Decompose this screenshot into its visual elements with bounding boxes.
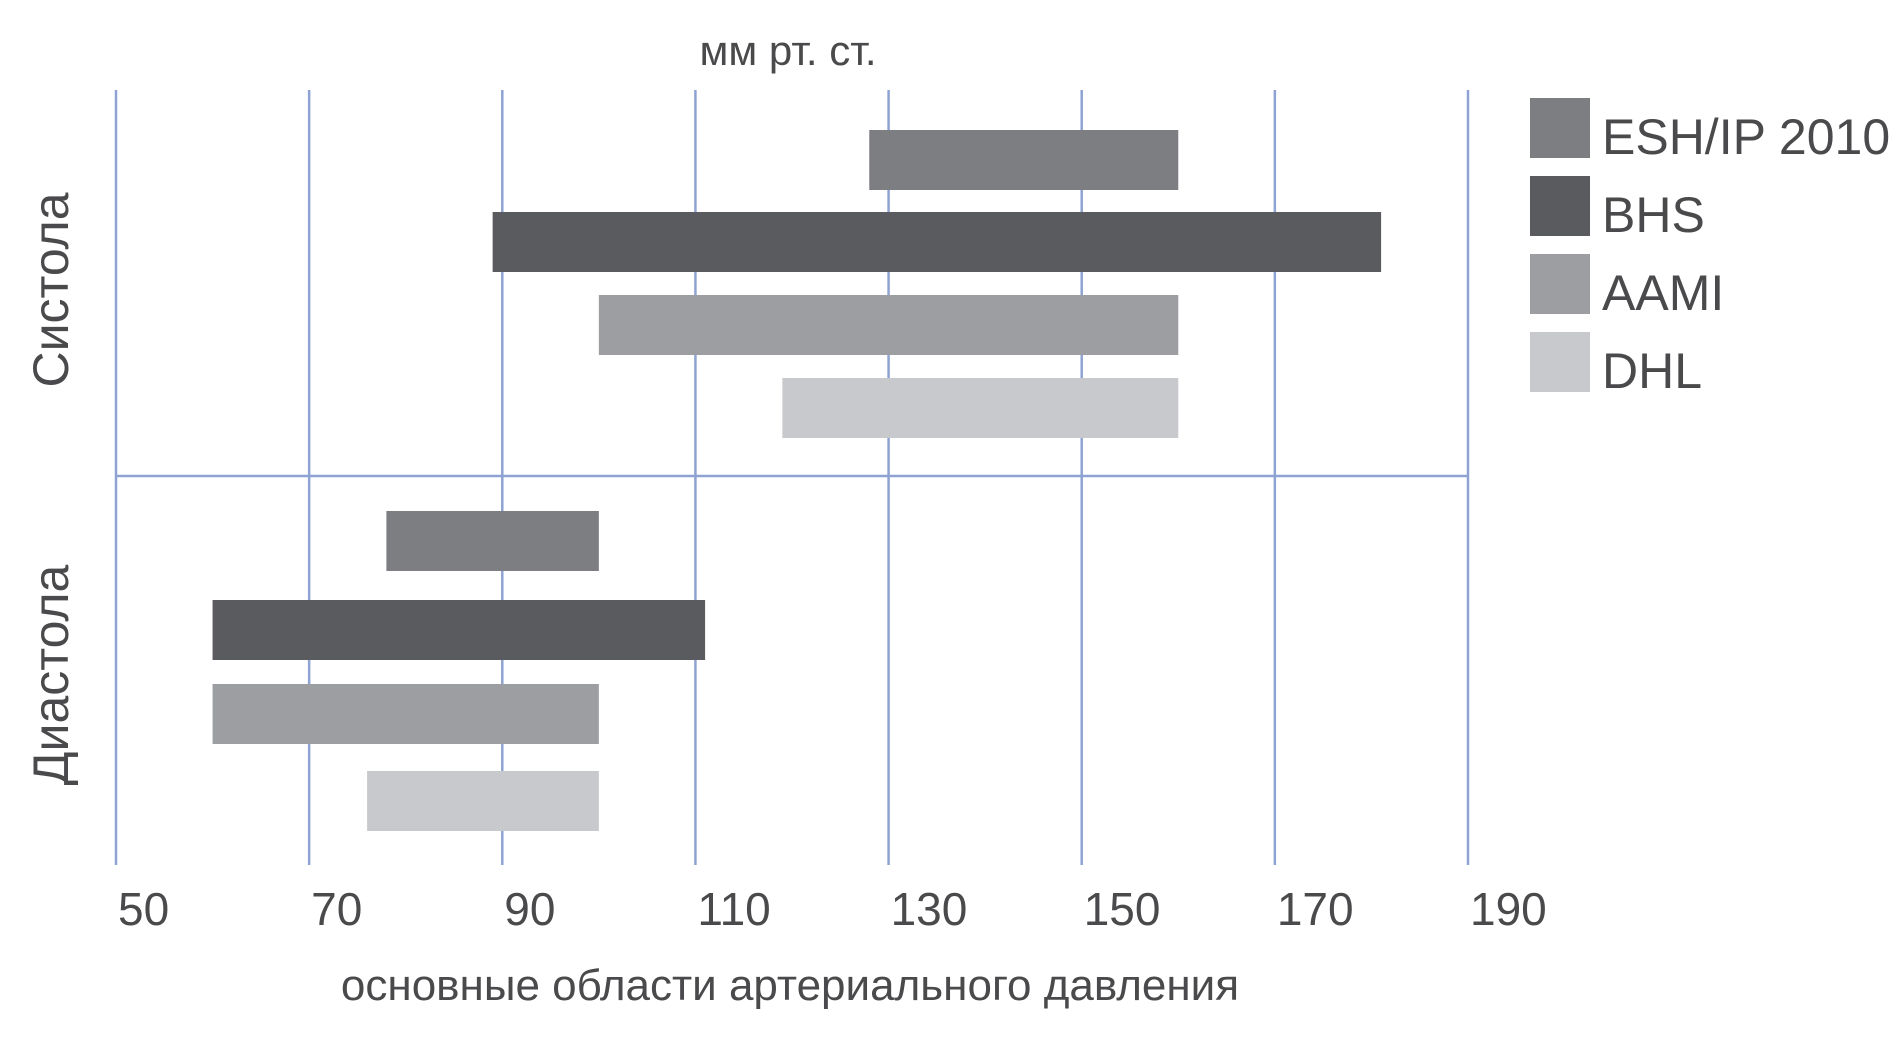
grid-lines — [114, 90, 1470, 865]
x-tick-label-150: 150 — [1084, 883, 1161, 935]
bars — [212, 130, 1382, 831]
bar-bhs-systole — [492, 212, 1382, 272]
x-tick-label-190: 190 — [1470, 883, 1547, 935]
x-axis-title: основные области артериального давления — [341, 961, 1239, 1010]
bar-aami-systole — [598, 295, 1179, 355]
x-tick-label-130: 130 — [891, 883, 968, 935]
bar-aami-diastole — [212, 684, 599, 744]
group-label-diastole: Диастола — [23, 564, 79, 785]
group-label-systole: Систола — [23, 192, 79, 387]
bar-dhl-diastole — [367, 771, 599, 831]
unit-label: мм рт. ст. — [699, 27, 876, 74]
bar-esh-ip-2010-systole — [869, 130, 1179, 190]
legend: ESH/IP 2010 BHS AAMI DHL — [1530, 98, 1890, 399]
x-tick-label-70: 70 — [311, 883, 362, 935]
legend-swatch-bhs — [1530, 176, 1590, 236]
bar-dhl-systole — [782, 378, 1179, 438]
x-tick-labels: 50 70 90 110 130 150 170 190 — [118, 883, 1547, 935]
bar-bhs-diastole — [212, 600, 706, 660]
bar-esh-ip-2010-diastole — [386, 511, 599, 571]
group-labels: Систола Диастола — [23, 192, 79, 785]
legend-label-bhs: BHS — [1602, 187, 1705, 243]
legend-label-aami: AAMI — [1602, 265, 1724, 321]
x-tick-label-170: 170 — [1277, 883, 1354, 935]
legend-label-dhl: DHL — [1602, 343, 1702, 399]
x-tick-label-90: 90 — [504, 883, 555, 935]
legend-swatch-esh-ip-2010 — [1530, 98, 1590, 158]
legend-swatch-aami — [1530, 254, 1590, 314]
x-tick-label-110: 110 — [697, 883, 770, 935]
x-tick-label-50: 50 — [118, 883, 169, 935]
legend-swatch-dhl — [1530, 332, 1590, 392]
legend-label-esh-ip-2010: ESH/IP 2010 — [1602, 109, 1890, 165]
